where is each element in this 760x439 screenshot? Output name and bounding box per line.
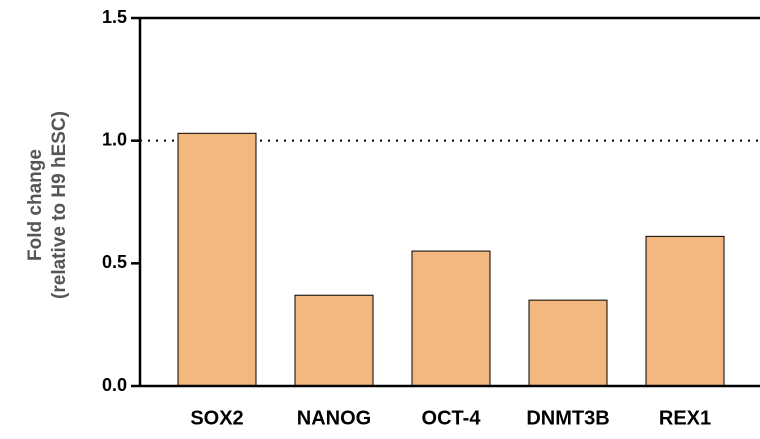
bar xyxy=(528,299,608,387)
y-axis-title: Fold change (relative to H9 hESC) xyxy=(25,111,70,299)
bar xyxy=(177,132,257,387)
x-tick-label: REX1 xyxy=(659,407,711,429)
bar xyxy=(411,250,491,387)
y-tick-label: 1.0 xyxy=(102,129,127,149)
y-tick-label: 0.5 xyxy=(102,252,127,272)
x-tick-label: SOX2 xyxy=(190,407,243,429)
y-tick-label: 1.5 xyxy=(102,7,127,27)
bar xyxy=(645,235,725,387)
y-label-line: (relative to H9 hESC) xyxy=(49,111,70,299)
y-label-line: Fold change xyxy=(25,149,46,261)
x-tick-label: DNMT3B xyxy=(526,407,609,429)
bar xyxy=(294,294,374,387)
x-tick-label: OCT-4 xyxy=(422,407,482,429)
y-tick-label: 0.0 xyxy=(102,375,127,395)
x-tick-label: NANOG xyxy=(297,407,371,429)
